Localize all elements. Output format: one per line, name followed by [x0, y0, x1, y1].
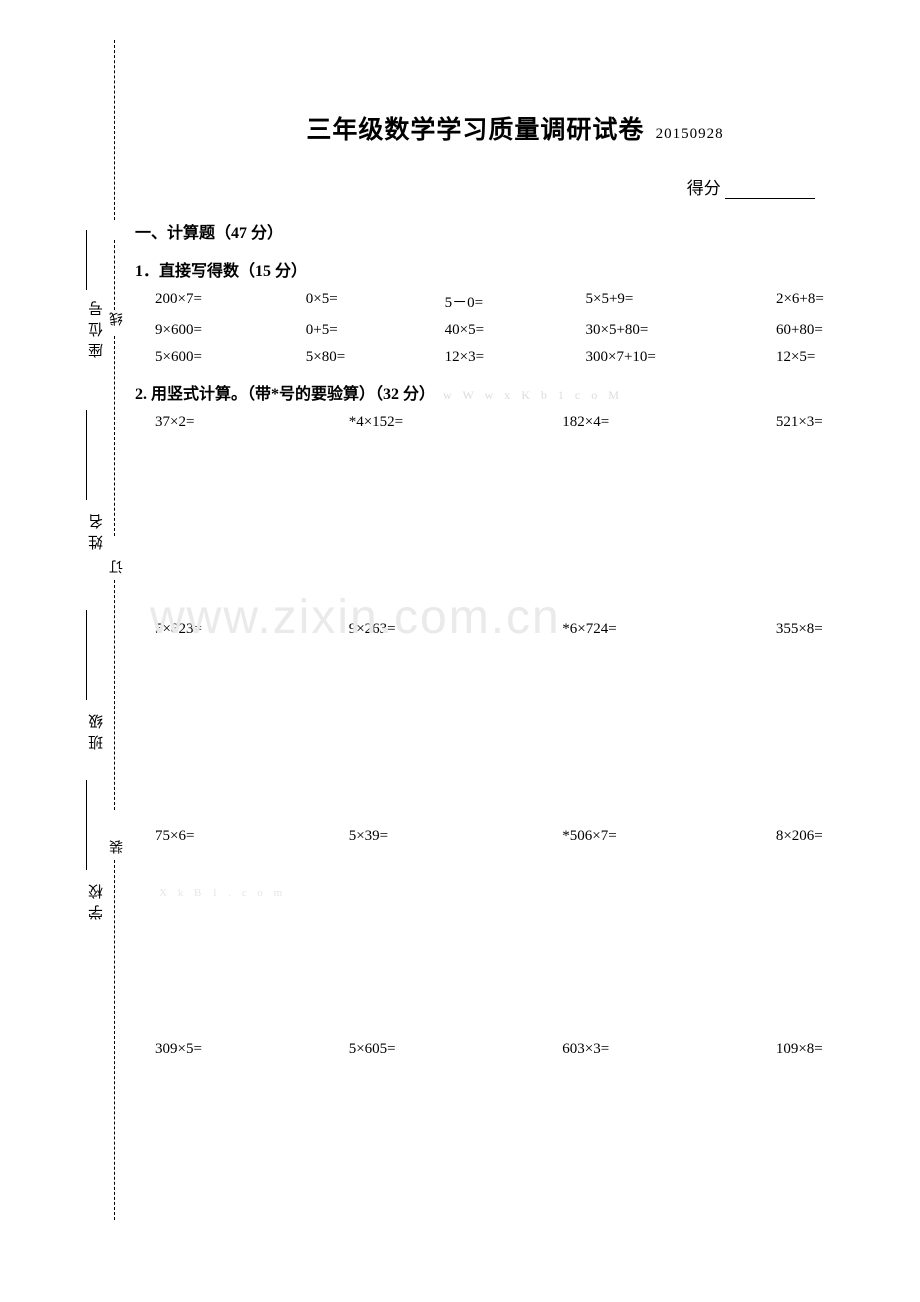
dash-seg — [114, 336, 115, 536]
binding-strip: 座位号 线 姓名 订 班级 装 学校 — [50, 40, 120, 1240]
q1-row-2: 5×600= 5×80= 12×3= 300×7+10= 12×5= — [155, 349, 895, 366]
q1-cell: 30×5+80= — [586, 322, 776, 339]
q2-heading-text: 2. 用竖式计算。（带*号的要验算）（32 分） — [135, 386, 435, 403]
side-blank — [86, 610, 103, 700]
q2-row-1: 5×823= 9×263= *6×724= 355×8= — [155, 621, 895, 638]
q1-cell: 9×600= — [155, 322, 306, 339]
q1-cell: 12×5= — [776, 349, 895, 366]
q1-cell: 0+5= — [306, 322, 445, 339]
q2-cell: 37×2= — [155, 414, 349, 431]
dash-seg — [114, 240, 115, 310]
page-title: 三年级数学学习质量调研试卷 20150928 — [135, 110, 895, 146]
q2-cell: *6×724= — [562, 621, 776, 638]
q2-cell: 75×6= — [155, 828, 349, 845]
q2-cell: 109×8= — [776, 1041, 895, 1058]
workspace — [135, 648, 895, 818]
side-blank — [86, 230, 103, 290]
q1-cell: 300×7+10= — [586, 349, 776, 366]
q2-heading: 2. 用竖式计算。（带*号的要验算）（32 分） w W w x K b 1 c… — [135, 380, 895, 404]
fold-xian: 线 — [108, 312, 128, 326]
side-blank — [86, 780, 103, 870]
q1-cell: 5×5+9= — [586, 291, 776, 312]
page-content: 三年级数学学习质量调研试卷 20150928 得分 一、计算题（47 分） 1．… — [135, 40, 895, 1068]
side-label-school: 学校 — [86, 878, 107, 920]
side-label-class: 班级 — [86, 708, 107, 750]
fold-ding: 订 — [108, 560, 128, 574]
score-blank — [725, 184, 815, 199]
q1-cell: 12×3= — [445, 349, 586, 366]
dash-seg — [114, 40, 115, 220]
small-watermark: X k B 1 . c o m — [159, 887, 895, 899]
side-label-name: 姓名 — [86, 508, 107, 550]
q2-cell: 5×605= — [349, 1041, 563, 1058]
q1-heading: 1．直接写得数（15 分） — [135, 257, 895, 281]
q2-heading-note: w W w x K b 1 c o M — [443, 388, 623, 402]
q2-cell: 355×8= — [776, 621, 895, 638]
q2-cell: 182×4= — [562, 414, 776, 431]
workspace — [135, 903, 895, 1031]
workspace — [135, 441, 895, 611]
title-date: 20150928 — [656, 126, 724, 142]
q1-cell: 5－0= — [445, 291, 586, 312]
dash-seg — [114, 860, 115, 1220]
q1-row-0: 200×7= 0×5= 5－0= 5×5+9= 2×6+8= — [155, 291, 895, 312]
q2-cell: 5×823= — [155, 621, 349, 638]
title-text: 三年级数学学习质量调研试卷 — [306, 117, 644, 144]
q1-row-1: 9×600= 0+5= 40×5= 30×5+80= 60+80= — [155, 322, 895, 339]
q2-cell: 8×206= — [776, 828, 895, 845]
q1-cell: 5×600= — [155, 349, 306, 366]
q1-cell: 200×7= — [155, 291, 306, 312]
score-line: 得分 — [135, 174, 895, 199]
side-label-seat: 座位号 — [86, 295, 107, 358]
section1-heading: 一、计算题（47 分） — [135, 219, 895, 243]
side-blank — [86, 410, 103, 500]
q2-row-3: 309×5= 5×605= 603×3= 109×8= — [155, 1041, 895, 1058]
section1-heading-text: 一、计算题（47 分） — [135, 225, 283, 242]
q1-cell: 40×5= — [445, 322, 586, 339]
q2-cell: 309×5= — [155, 1041, 349, 1058]
dash-seg — [114, 580, 115, 810]
q1-cell: 60+80= — [776, 322, 895, 339]
q1-heading-text: 1．直接写得数（15 分） — [135, 263, 307, 280]
q2-cell: 9×263= — [349, 621, 563, 638]
q2-cell: 5×39= — [349, 828, 563, 845]
q2-cell: 603×3= — [562, 1041, 776, 1058]
q1-cell: 5×80= — [306, 349, 445, 366]
q2-row-0: 37×2= *4×152= 182×4= 521×3= — [155, 414, 895, 431]
spacer — [135, 855, 895, 883]
score-label: 得分 — [687, 179, 721, 198]
q2-row-2: 75×6= 5×39= *506×7= 8×206= — [155, 828, 895, 845]
q2-cell: 521×3= — [776, 414, 895, 431]
fold-zhuang: 装 — [108, 840, 128, 854]
q2-cell: *4×152= — [349, 414, 563, 431]
q2-cell: *506×7= — [562, 828, 776, 845]
q1-cell: 2×6+8= — [776, 291, 895, 312]
q1-cell: 0×5= — [306, 291, 445, 312]
